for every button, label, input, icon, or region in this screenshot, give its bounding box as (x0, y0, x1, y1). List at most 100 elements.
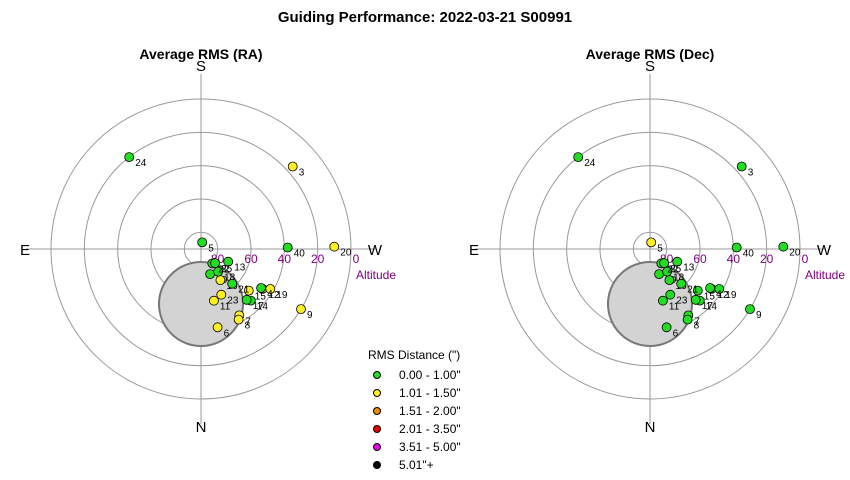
data-point (208, 295, 219, 306)
direction-label: S (645, 58, 655, 75)
legend-swatch-icon (373, 443, 381, 451)
data-point (658, 295, 668, 306)
direction-label: W (368, 242, 383, 259)
direction-label: E (20, 242, 30, 259)
data-point-label: 20 (789, 248, 801, 259)
data-point (682, 314, 693, 325)
data-point-label: 23 (676, 296, 688, 307)
data-point-label: 12 (269, 290, 281, 301)
data-point (745, 304, 755, 315)
data-point-label: 18 (673, 273, 685, 284)
plot-title: Average RMS (Dec) (586, 46, 715, 62)
altitude-tick-label: 60 (693, 252, 707, 266)
data-point-label: 12 (718, 290, 730, 301)
data-point (212, 322, 223, 333)
data-point-label: 19 (276, 290, 288, 301)
data-point (210, 258, 221, 269)
legend-label: 1.51 - 2.00" (399, 404, 461, 418)
data-point (241, 294, 252, 305)
altitude-axis-label: Altitude (356, 268, 396, 282)
data-point-label: 13 (683, 263, 695, 274)
data-point-label: 25 (670, 264, 682, 275)
altitude-tick-label: 40 (278, 252, 292, 266)
data-point (124, 152, 135, 163)
data-point (227, 278, 238, 289)
plot-title: Average RMS (RA) (139, 46, 262, 62)
data-point (659, 258, 669, 269)
altitude-tick-label: 60 (244, 252, 258, 266)
data-point (329, 241, 340, 252)
data-point (287, 161, 298, 172)
data-point-label: 22 (218, 264, 230, 275)
data-point-label: 5 (657, 243, 663, 254)
data-point-label: 15 (255, 292, 267, 303)
data-point-label: 24 (135, 158, 147, 169)
data-point (661, 322, 672, 333)
altitude-tick-label: 40 (727, 252, 741, 266)
data-point-label: 5 (208, 243, 214, 254)
data-point-label: 9 (756, 310, 762, 321)
direction-label: N (196, 419, 207, 436)
legend-swatch-icon (373, 389, 381, 397)
legend-title: RMS Distance (") (368, 348, 461, 362)
data-point-label: 21 (687, 285, 699, 296)
data-point-label: 6 (224, 328, 230, 339)
data-point (243, 285, 254, 296)
data-point-label: 4 (716, 289, 722, 300)
data-point (731, 242, 742, 253)
data-point-label: 7 (245, 316, 251, 327)
data-point-label: 25 (221, 264, 233, 275)
data-point-label: 11 (669, 302, 680, 313)
data-point-label: 17 (702, 301, 714, 312)
direction-label: S (196, 58, 206, 75)
data-point (213, 266, 224, 277)
data-point-label: 40 (743, 249, 755, 260)
legend-item: 0.00 - 1.00" (368, 366, 461, 384)
data-point-label: 15 (704, 292, 716, 303)
data-point (223, 256, 234, 267)
data-point (705, 283, 715, 293)
data-point-label: 17 (253, 301, 265, 312)
data-point-label: 8 (245, 321, 251, 332)
data-point (778, 241, 789, 252)
data-point-label: 23 (227, 296, 239, 307)
data-point (736, 161, 747, 172)
data-point-label: 40 (294, 249, 306, 260)
data-point (692, 285, 703, 296)
data-point (296, 304, 306, 315)
data-point (573, 152, 584, 163)
direction-label: E (469, 242, 479, 259)
data-point (233, 314, 244, 325)
data-point-label: 22 (667, 264, 679, 275)
data-point (665, 289, 676, 300)
legend-swatch-icon (373, 371, 381, 379)
data-point-label: 19 (725, 290, 737, 301)
legend-item: 3.51 - 5.00" (368, 438, 461, 456)
legend: RMS Distance (") 0.00 - 1.00" 1.01 - 1.5… (368, 348, 461, 474)
direction-label: N (645, 419, 656, 436)
data-point-label: 20 (340, 248, 352, 259)
data-point-label: 11 (220, 302, 231, 313)
legend-item: 1.51 - 2.00" (368, 402, 461, 420)
altitude-tick-label: 0 (353, 252, 360, 266)
altitude-tick-label: 20 (760, 252, 774, 266)
data-point-label: 21 (238, 285, 250, 296)
direction-label: W (817, 242, 832, 259)
legend-swatch-icon (373, 407, 381, 415)
data-point-label: 18 (224, 273, 236, 284)
data-point (216, 289, 227, 300)
legend-swatch-icon (373, 425, 381, 433)
data-point (690, 294, 701, 305)
legend-label: 2.01 - 3.50" (399, 422, 461, 436)
data-point (672, 256, 683, 267)
legend-label: 3.51 - 5.00" (399, 440, 461, 454)
chart-title: Guiding Performance: 2022-03-21 S00991 (277, 9, 573, 26)
data-point-label: 24 (584, 158, 596, 169)
altitude-tick-label: 20 (311, 252, 325, 266)
data-point-label: 14 (257, 302, 269, 313)
data-point (646, 237, 657, 248)
data-point (676, 278, 687, 289)
legend-item: 1.01 - 1.50" (368, 384, 461, 402)
data-point-label: 3 (748, 168, 754, 179)
